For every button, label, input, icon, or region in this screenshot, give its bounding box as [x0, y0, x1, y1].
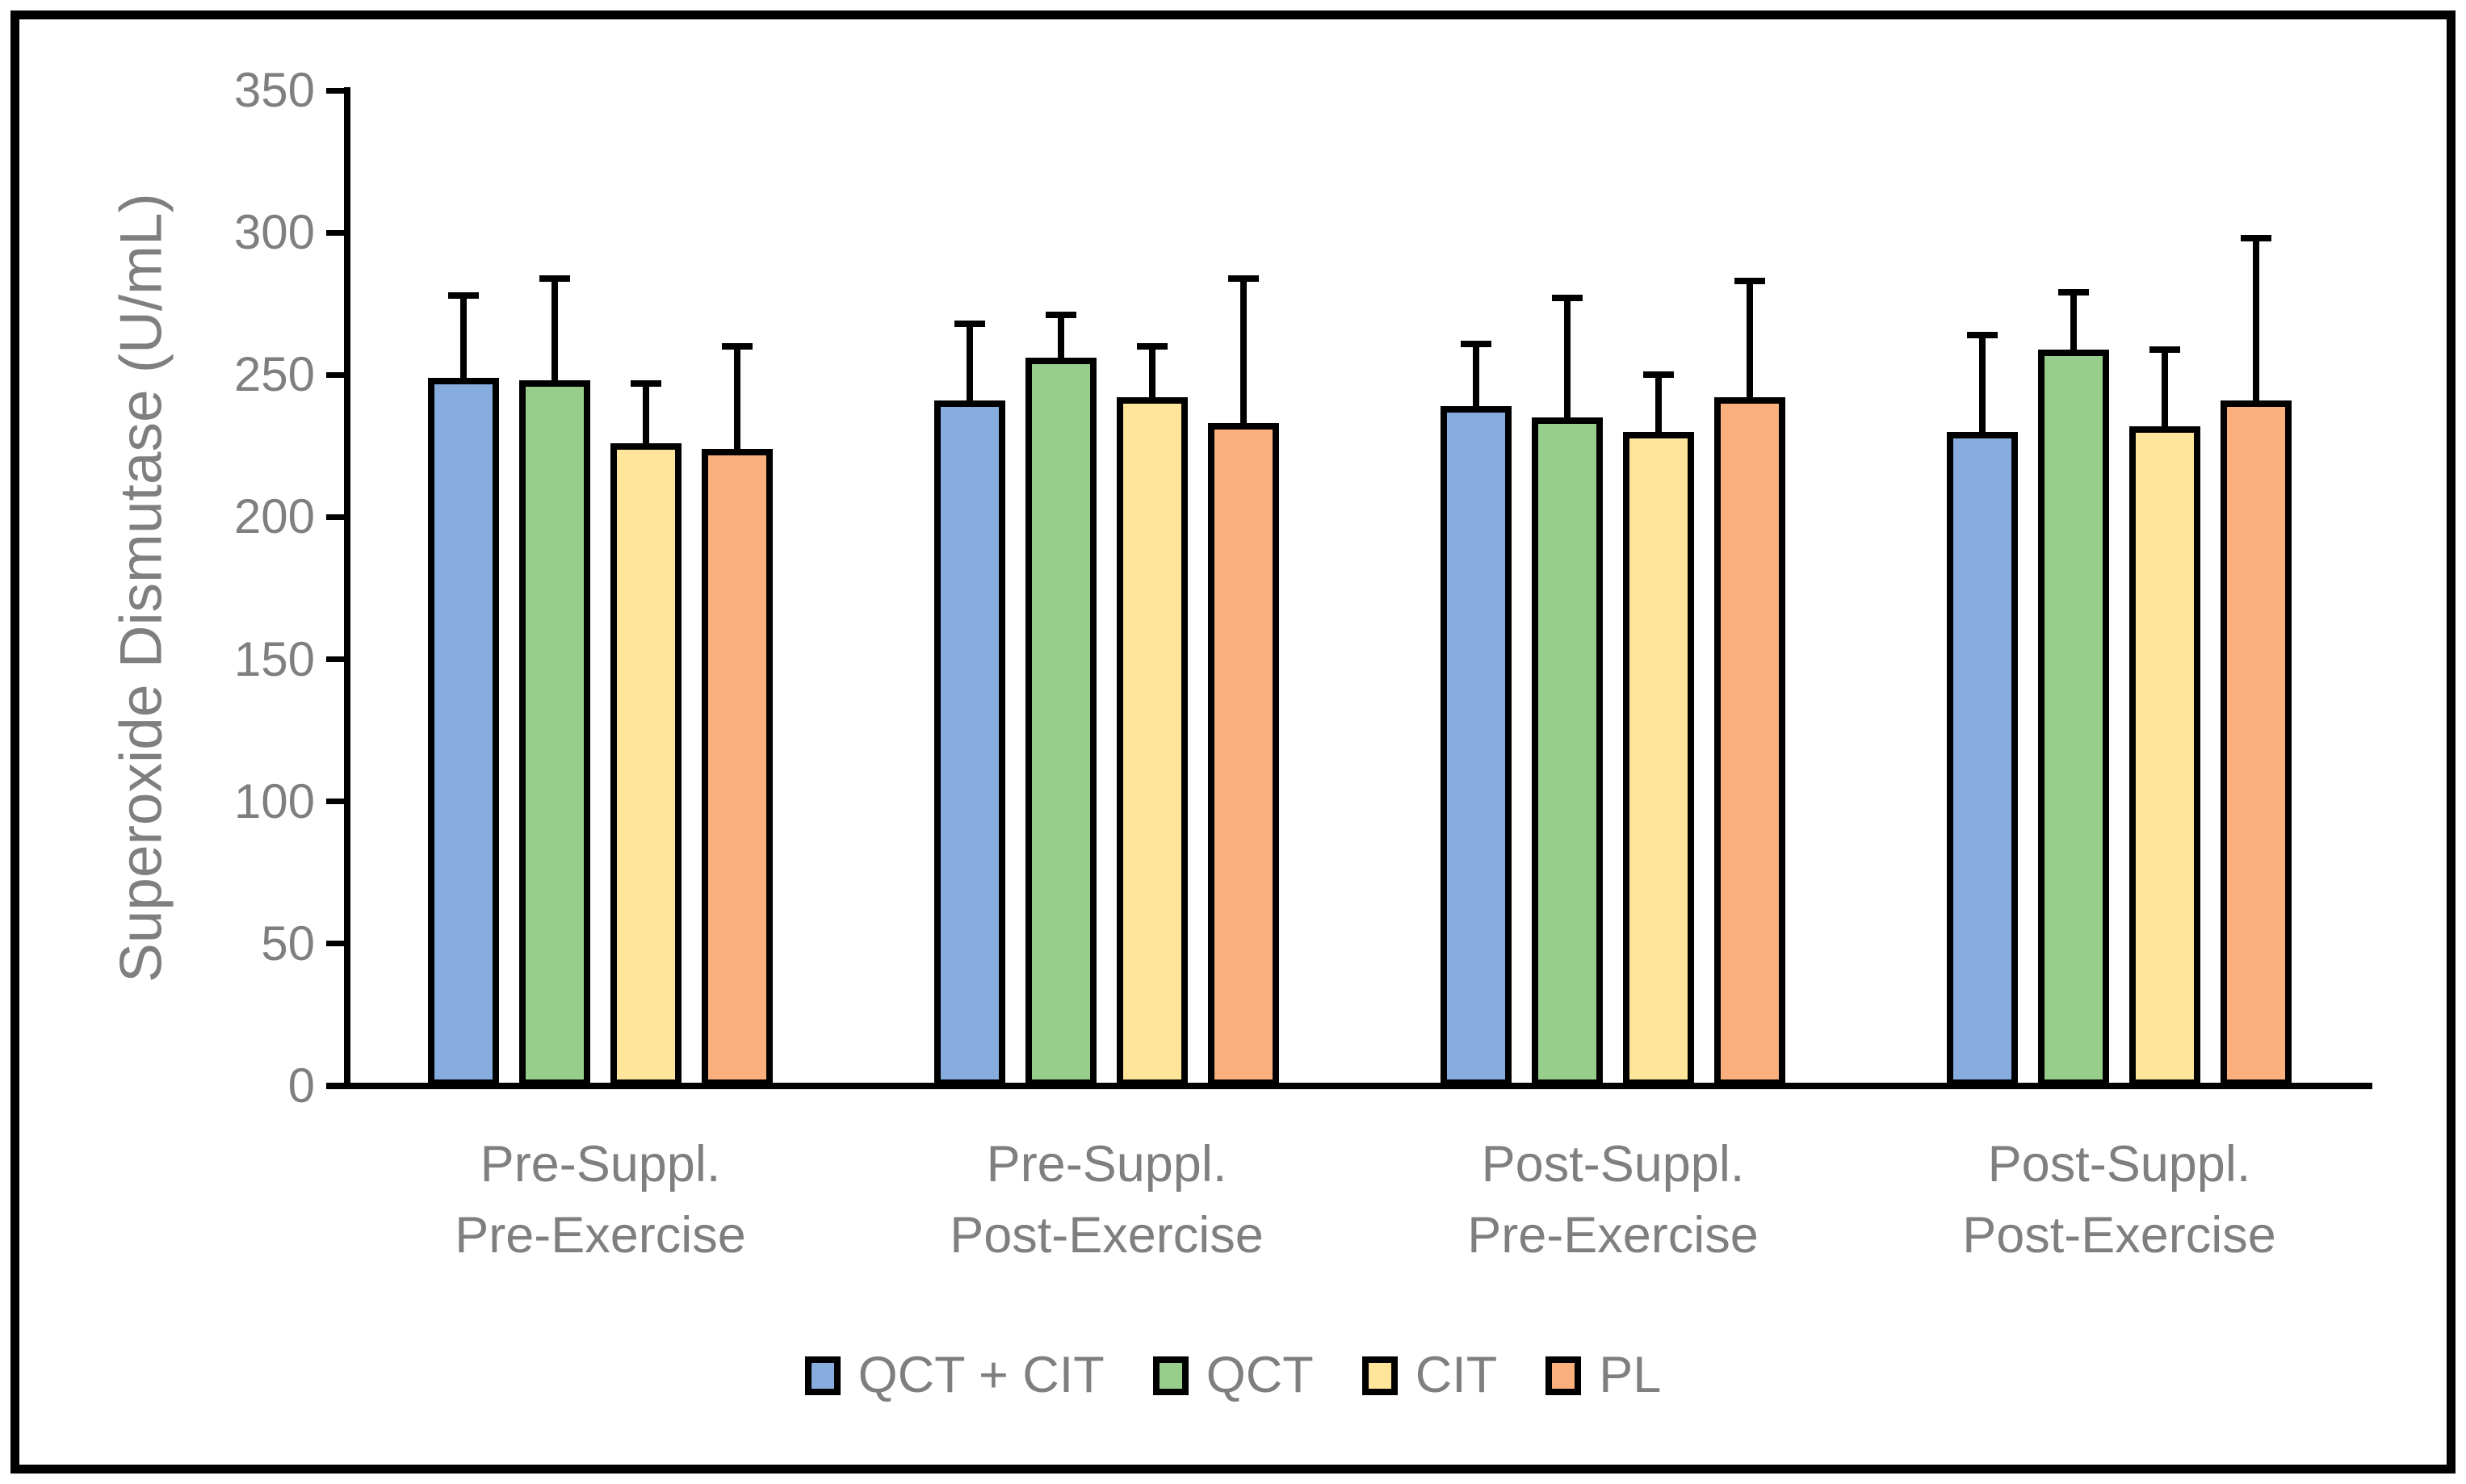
bar-QCT+CIT-group3 — [1441, 406, 1512, 1086]
error-bar-cap — [1228, 275, 1259, 282]
category-label: Pre-Suppl. Post-Exercise — [950, 1136, 1264, 1264]
error-bar-cap — [722, 343, 753, 350]
error-bar-whisker — [1473, 343, 1479, 407]
y-tick — [326, 514, 347, 520]
legend-label: QCT + CIT — [858, 1347, 1105, 1403]
y-tick-label: 250 — [233, 347, 315, 402]
legend-label: PL — [1599, 1347, 1662, 1403]
error-bar-whisker — [643, 383, 649, 443]
error-bar-whisker — [1149, 346, 1155, 398]
error-bar-cap — [1552, 295, 1583, 302]
y-tick — [326, 799, 347, 805]
legend-label: QCT — [1206, 1347, 1314, 1403]
legend-swatch — [1152, 1356, 1189, 1395]
y-tick — [326, 371, 347, 378]
bar-QCT-group4 — [2038, 349, 2109, 1086]
category-label: Pre-Suppl. Pre-Exercise — [455, 1136, 746, 1264]
error-bar-whisker — [551, 278, 558, 381]
y-tick — [326, 941, 347, 947]
legend-item: QCT — [1152, 1347, 1314, 1403]
bar-CIT-group2 — [1117, 397, 1188, 1086]
error-bar-cap — [1461, 340, 1491, 347]
error-bar-cap — [631, 379, 661, 387]
error-bar-cap — [2149, 346, 2180, 353]
error-bar-whisker — [2162, 349, 2168, 426]
category-label: Post-Suppl. Post-Exercise — [1962, 1136, 2276, 1264]
y-tick-label: 100 — [233, 773, 315, 828]
y-tick — [326, 229, 347, 236]
error-bar-cap — [2241, 235, 2271, 242]
y-tick-label: 150 — [233, 631, 315, 686]
bar-QCT-group2 — [1025, 358, 1097, 1086]
y-tick-label: 50 — [261, 916, 315, 970]
error-bar-whisker — [1058, 315, 1064, 358]
y-tick — [326, 1083, 347, 1089]
error-bar-cap — [1643, 371, 1674, 379]
y-tick-label: 350 — [233, 63, 315, 117]
error-bar-cap — [448, 291, 479, 299]
error-bar-cap — [954, 320, 985, 327]
error-bar-cap — [1967, 331, 1998, 338]
y-tick-label: 300 — [233, 205, 315, 260]
legend-label: CIT — [1415, 1347, 1498, 1403]
error-bar-cap — [539, 275, 570, 282]
y-tick-label: 0 — [287, 1059, 315, 1113]
bar-QCT+CIT-group2 — [934, 400, 1005, 1086]
legend: QCT + CIT QCT CIT PL — [0, 1350, 2466, 1401]
bar-CIT-group4 — [2129, 425, 2200, 1086]
error-bar-whisker — [1240, 278, 1247, 424]
category-label: Post-Suppl. Pre-Exercise — [1467, 1136, 1759, 1264]
bar-PL-group3 — [1714, 397, 1785, 1086]
bar-PL-group2 — [1208, 423, 1279, 1086]
y-axis-line — [344, 87, 350, 1089]
y-axis-title: Superoxide Dismutase (U/mL) — [108, 193, 174, 983]
legend-swatch — [1361, 1356, 1398, 1395]
bar-CIT-group3 — [1623, 431, 1694, 1086]
y-tick — [326, 656, 347, 663]
bar-PL-group1 — [702, 448, 773, 1086]
y-tick — [326, 87, 347, 94]
error-bar-whisker — [967, 323, 973, 400]
error-bar-whisker — [1564, 298, 1571, 418]
error-bar-whisker — [460, 295, 467, 378]
x-axis-line — [326, 1083, 2372, 1089]
error-bar-whisker — [2253, 238, 2259, 400]
error-bar-whisker — [1979, 334, 1986, 432]
bar-QCT-group1 — [519, 380, 590, 1086]
legend-item: PL — [1545, 1350, 1661, 1401]
bar-QCT+CIT-group4 — [1947, 431, 2018, 1086]
legend-item: CIT — [1361, 1347, 1498, 1403]
y-tick-label: 200 — [233, 489, 315, 544]
x-axis-labels: Pre-Suppl. Pre-Exercise Pre-Suppl. Post-E… — [347, 1129, 2372, 1290]
error-bar-cap — [2058, 289, 2089, 296]
bar-CIT-group1 — [610, 442, 682, 1086]
bar-QCT-group3 — [1532, 417, 1603, 1086]
bar-QCT+CIT-group1 — [428, 377, 499, 1086]
legend-swatch — [1545, 1356, 1582, 1395]
error-bar-whisker — [1747, 281, 1753, 398]
error-bar-whisker — [2070, 292, 2077, 350]
error-bar-whisker — [1655, 375, 1662, 432]
error-bar-cap — [1734, 278, 1765, 285]
legend-item: QCT + CIT — [804, 1347, 1105, 1403]
error-bar-cap — [1137, 343, 1168, 350]
legend-swatch — [804, 1356, 841, 1395]
bar-PL-group4 — [2221, 400, 2292, 1086]
error-bar-whisker — [734, 346, 740, 449]
plot-area: 0 50 100 150 200 250 300 350 — [234, 66, 2372, 1110]
error-bar-cap — [1046, 312, 1076, 319]
